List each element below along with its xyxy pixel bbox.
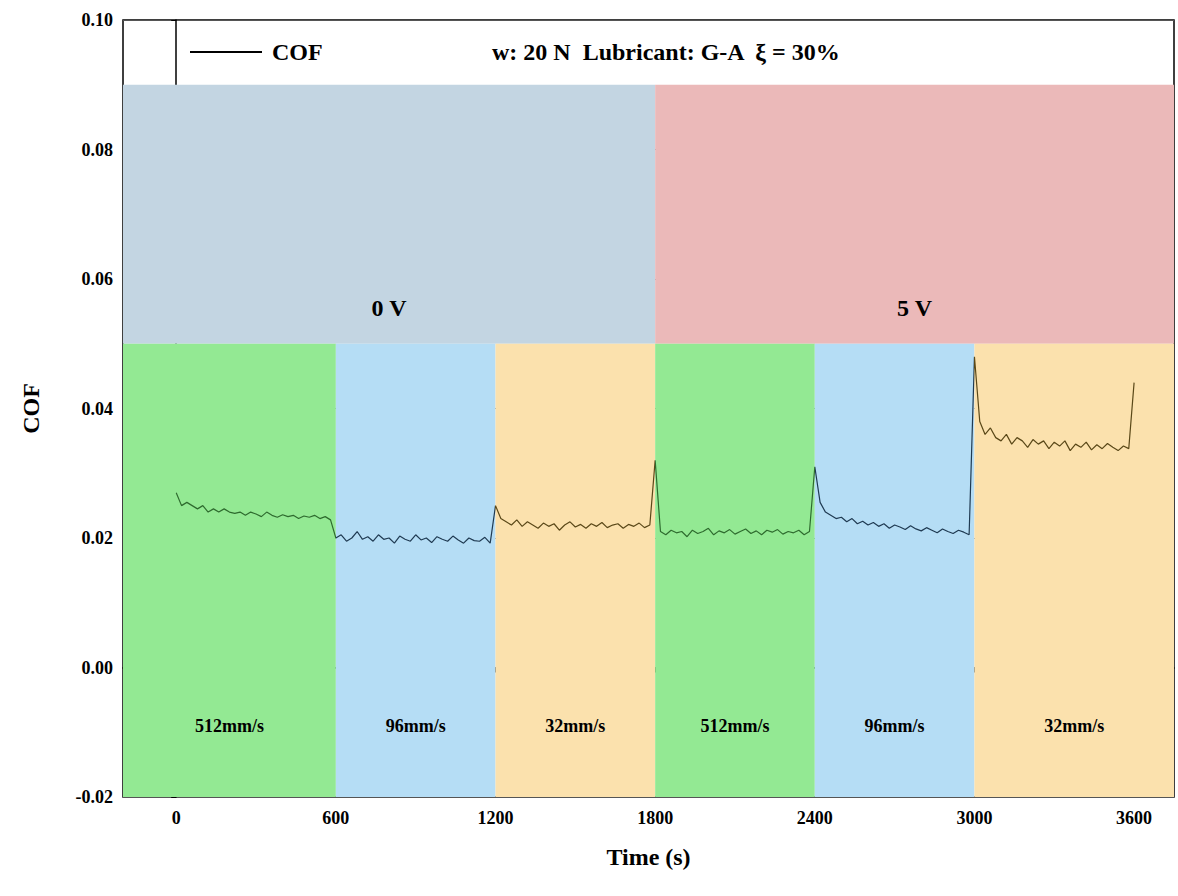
svg-text:512mm/s: 512mm/s — [195, 716, 264, 736]
svg-text:0.02: 0.02 — [82, 528, 114, 548]
svg-text:0.04: 0.04 — [82, 399, 114, 419]
svg-text:w: 20 N Lubricant: G-A ξ = 3: w: 20 N Lubricant: G-A ξ = 30% — [492, 39, 840, 65]
svg-text:Time (s): Time (s) — [606, 844, 690, 870]
svg-text:0 V: 0 V — [372, 295, 408, 321]
svg-text:32mm/s: 32mm/s — [1044, 716, 1104, 736]
svg-text:1200: 1200 — [478, 808, 514, 828]
svg-text:96mm/s: 96mm/s — [865, 716, 925, 736]
svg-text:0.00: 0.00 — [82, 658, 114, 678]
svg-text:0.10: 0.10 — [82, 10, 114, 30]
svg-text:512mm/s: 512mm/s — [700, 716, 769, 736]
svg-text:COF: COF — [272, 39, 323, 65]
svg-text:COF: COF — [18, 383, 44, 434]
svg-text:32mm/s: 32mm/s — [545, 716, 605, 736]
svg-text:3600: 3600 — [1116, 808, 1152, 828]
svg-text:2400: 2400 — [797, 808, 833, 828]
svg-text:600: 600 — [322, 808, 349, 828]
svg-text:0.08: 0.08 — [82, 140, 114, 160]
svg-text:1800: 1800 — [637, 808, 673, 828]
svg-text:5 V: 5 V — [897, 295, 933, 321]
svg-text:0.06: 0.06 — [82, 269, 114, 289]
svg-text:96mm/s: 96mm/s — [386, 716, 446, 736]
svg-text:-0.02: -0.02 — [76, 787, 114, 807]
svg-text:0: 0 — [172, 808, 181, 828]
svg-text:3000: 3000 — [956, 808, 992, 828]
